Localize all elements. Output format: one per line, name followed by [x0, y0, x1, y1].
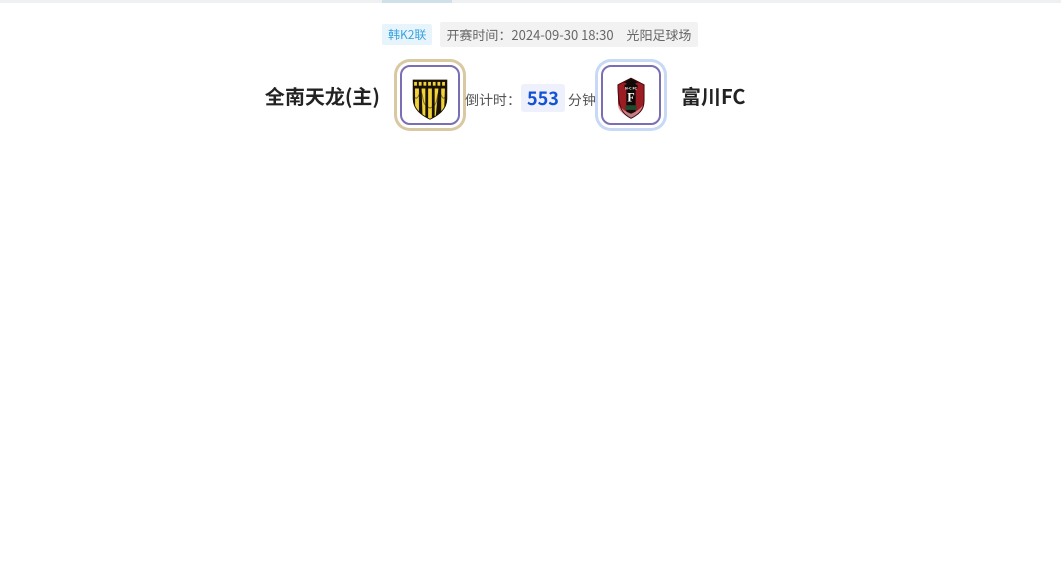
svg-text:F: F — [627, 91, 634, 105]
